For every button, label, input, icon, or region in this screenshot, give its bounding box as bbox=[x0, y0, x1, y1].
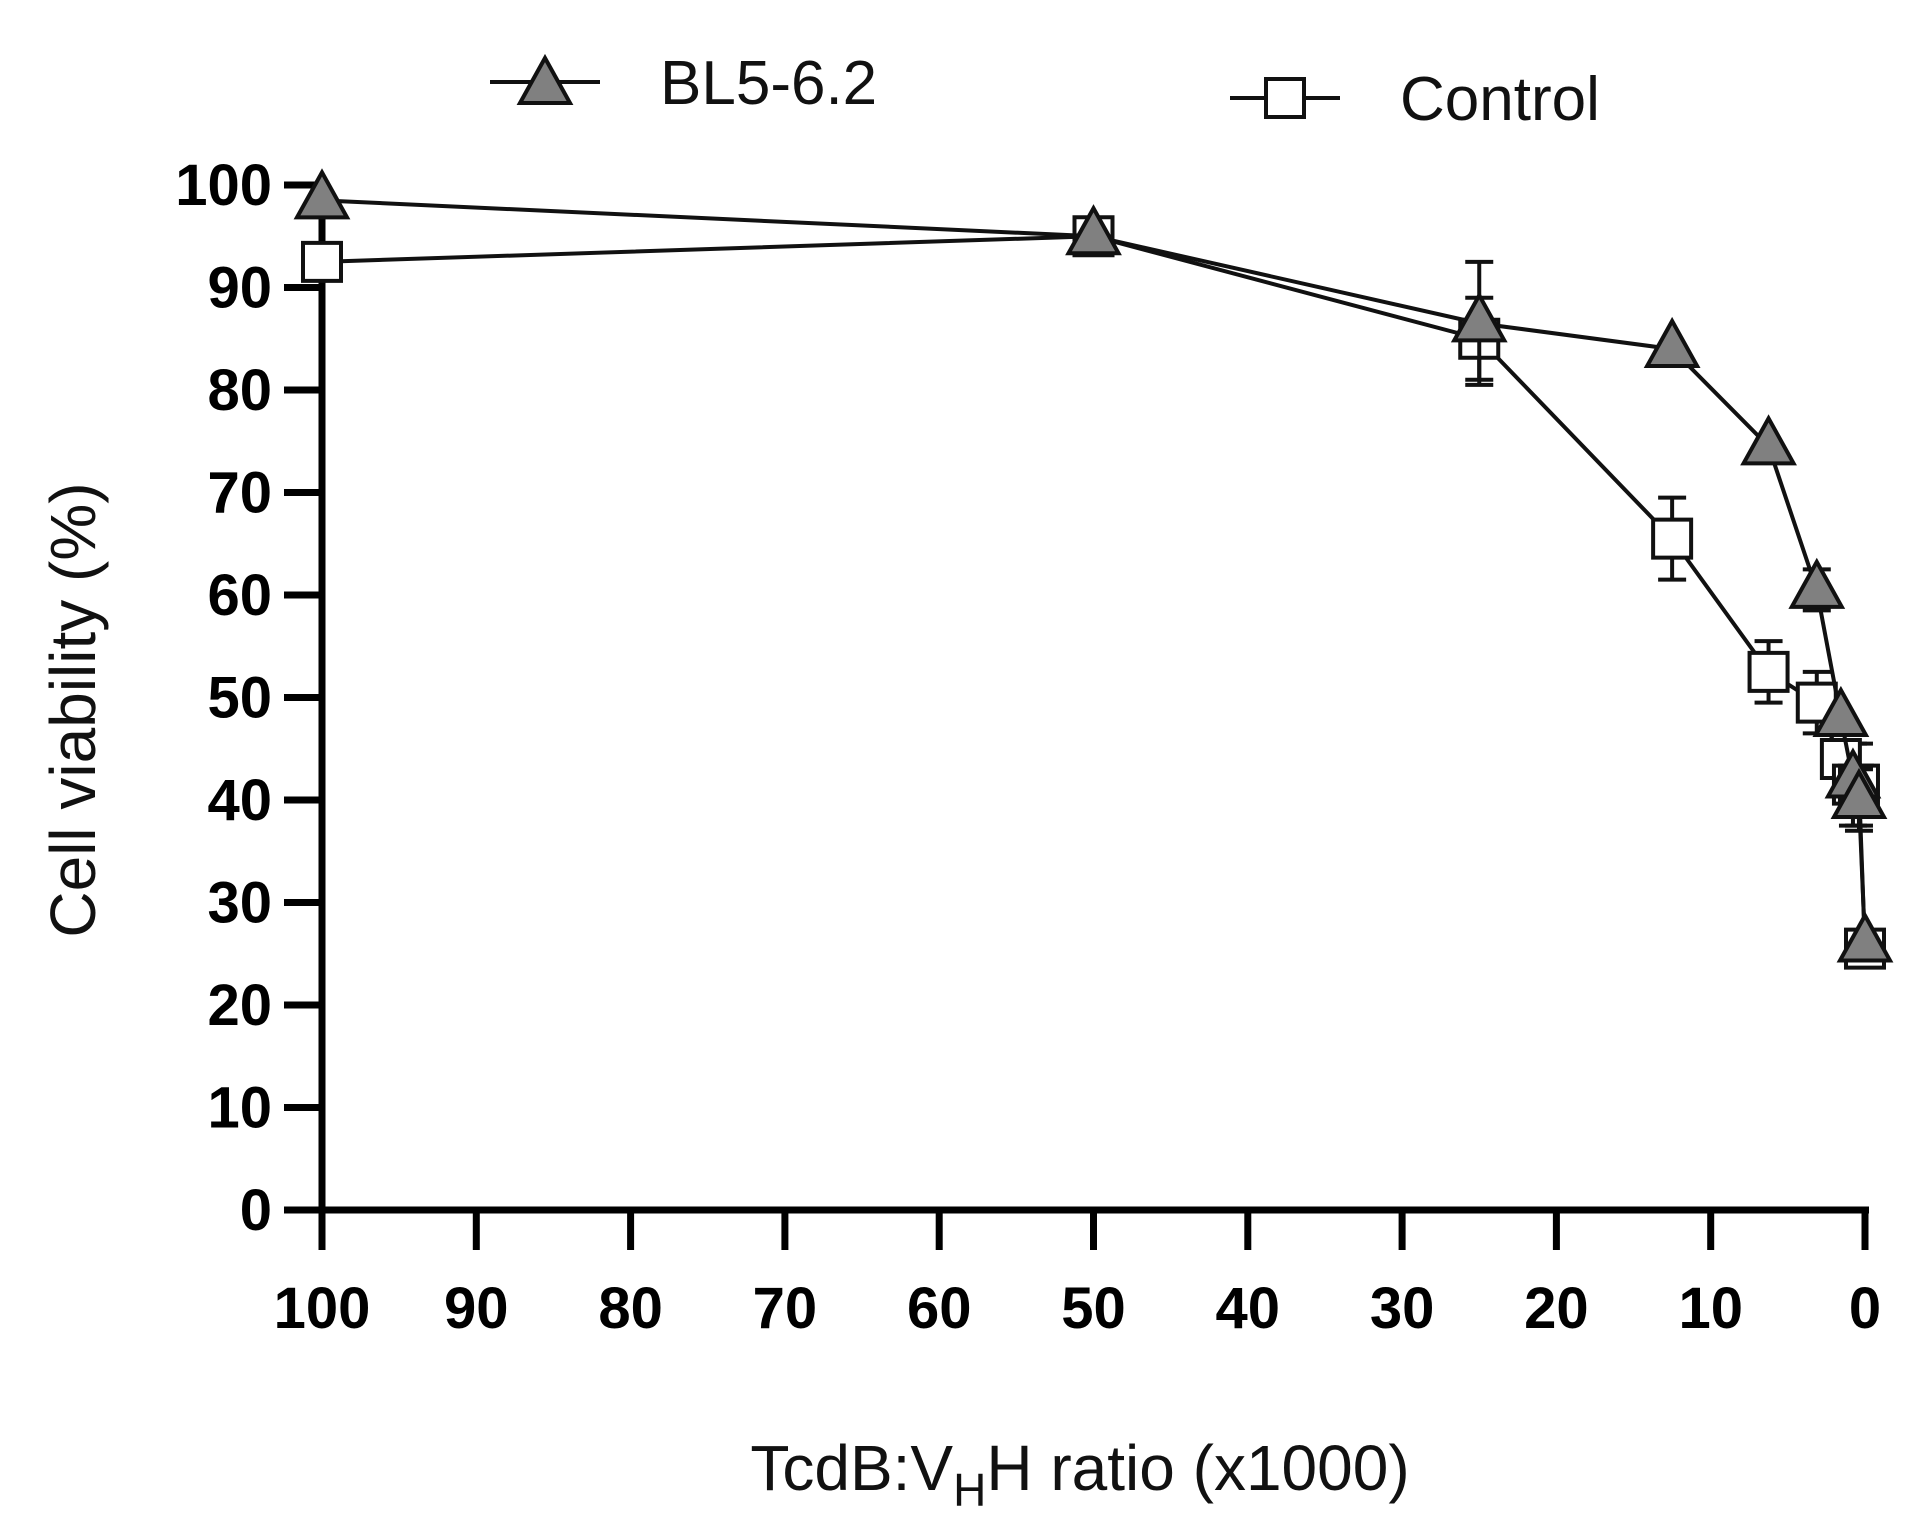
series-bl5-6-2 bbox=[293, 168, 1894, 963]
y-tick-label: 10 bbox=[207, 1076, 272, 1141]
data-point bbox=[1450, 291, 1508, 343]
data-point bbox=[1740, 414, 1797, 466]
legend-marker bbox=[1264, 77, 1306, 119]
data-point bbox=[1830, 767, 1888, 819]
series-layer bbox=[293, 168, 1894, 970]
x-axis-title: TcdB:VHH ratio (x1000) bbox=[750, 1432, 1409, 1516]
y-tick-label: 60 bbox=[207, 563, 272, 628]
x-tick-label: 10 bbox=[1678, 1276, 1743, 1341]
y-axis-title: Cell viability (%) bbox=[37, 482, 109, 937]
x-tick-label: 30 bbox=[1370, 1276, 1435, 1341]
data-point bbox=[301, 240, 343, 283]
x-axis-title-part: H ratio (x1000) bbox=[986, 1432, 1409, 1504]
y-tick-label: 0 bbox=[240, 1178, 272, 1243]
x-tick-label: 80 bbox=[598, 1276, 663, 1341]
legend-marker bbox=[516, 53, 574, 105]
data-point bbox=[1065, 204, 1122, 256]
x-tick-label: 70 bbox=[753, 1276, 818, 1341]
x-tick-label: 20 bbox=[1524, 1276, 1589, 1341]
data-point bbox=[1643, 316, 1701, 368]
legend-label: Control bbox=[1400, 65, 1600, 134]
legend-label: BL5-6.2 bbox=[660, 49, 877, 118]
data-point bbox=[1812, 685, 1870, 737]
series-control bbox=[301, 215, 1886, 970]
y-tick-label: 80 bbox=[207, 358, 272, 423]
data-point bbox=[1747, 650, 1790, 693]
x-axis-title-subscript: H bbox=[953, 1464, 986, 1516]
y-tick-label: 20 bbox=[207, 973, 272, 1038]
x-tick-label: 40 bbox=[1216, 1276, 1281, 1341]
x-tick-label: 90 bbox=[444, 1276, 509, 1341]
data-point bbox=[1836, 911, 1894, 963]
series-line bbox=[321, 198, 1867, 944]
legend-entry: BL5-6.2 bbox=[490, 49, 877, 118]
y-tick-label: 90 bbox=[207, 256, 272, 321]
data-point bbox=[1651, 517, 1694, 560]
x-tick-label: 0 bbox=[1849, 1276, 1881, 1341]
y-tick-label: 30 bbox=[207, 871, 272, 936]
legend: BL5-6.2 Control bbox=[490, 49, 1600, 134]
y-tick-label: 40 bbox=[207, 768, 272, 833]
data-point bbox=[1788, 557, 1846, 609]
x-tick-label: 100 bbox=[274, 1276, 371, 1341]
x-axis-title-part: TcdB:V bbox=[750, 1432, 953, 1504]
data-point bbox=[293, 168, 351, 220]
y-tick-label: 50 bbox=[207, 666, 272, 731]
x-tick-label: 60 bbox=[907, 1276, 972, 1341]
legend-entry: Control bbox=[1230, 65, 1600, 134]
y-tick-label: 100 bbox=[175, 153, 272, 218]
y-tick-label: 70 bbox=[207, 461, 272, 526]
x-tick-label: 50 bbox=[1061, 1276, 1126, 1341]
